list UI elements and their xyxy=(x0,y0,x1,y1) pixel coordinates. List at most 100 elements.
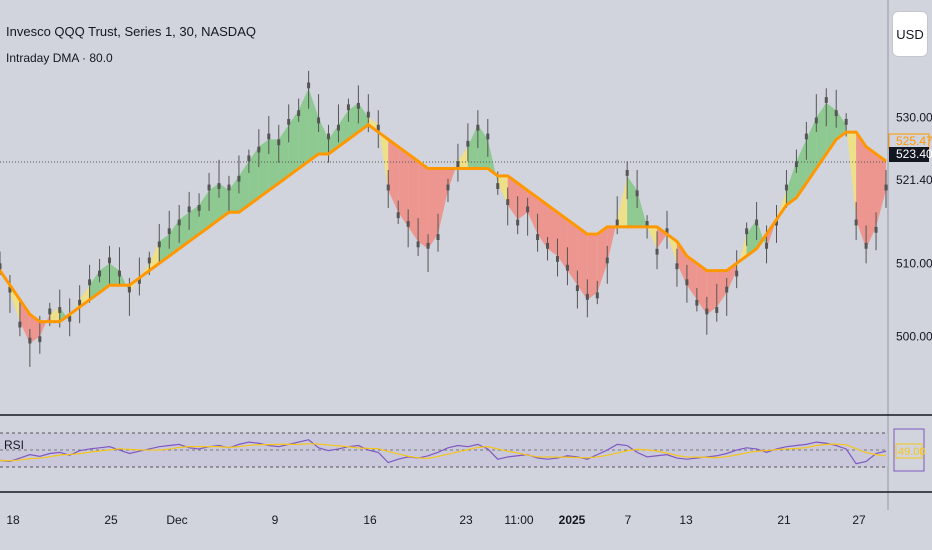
dma-fill-segment xyxy=(129,277,140,293)
dma-fill-segment xyxy=(856,132,867,249)
dma-fill-segment xyxy=(49,307,60,322)
rsi-ma-line xyxy=(0,443,887,462)
candle-body xyxy=(68,315,72,322)
candle-body xyxy=(824,97,828,103)
candle-body xyxy=(466,140,470,147)
candle-body xyxy=(78,299,82,306)
candle-body xyxy=(127,286,131,293)
dma-fill-layer xyxy=(0,88,886,344)
time-tick-label: 13 xyxy=(679,513,693,527)
candle-body xyxy=(18,321,22,328)
dma-fill-segment xyxy=(637,190,648,227)
dma-fill-segment xyxy=(816,102,827,169)
dma-fill-segment xyxy=(298,88,309,169)
candle-body xyxy=(0,263,2,270)
currency-button[interactable]: USD xyxy=(893,12,927,56)
candle-body xyxy=(834,110,838,117)
candle-body xyxy=(416,241,420,248)
candle-body xyxy=(695,299,699,306)
price-tick-label: 521.40 xyxy=(896,173,932,187)
dma-fill-segment xyxy=(517,183,528,220)
dma-fill-segment xyxy=(228,175,239,213)
candle-body xyxy=(864,242,868,249)
candle-body xyxy=(117,270,121,277)
dma-fill-segment xyxy=(19,299,30,344)
candle-body xyxy=(287,118,291,125)
time-tick-label: 11:00 xyxy=(504,513,533,527)
dma-fill-segment xyxy=(507,175,518,220)
dma-fill-segment xyxy=(109,263,120,286)
dma-fill-segment xyxy=(238,161,249,213)
candle-body xyxy=(327,133,331,140)
dma-price-tag: 525.47 xyxy=(896,134,932,148)
candle-body xyxy=(48,308,52,315)
candle-body xyxy=(456,161,460,168)
dma-fill-segment xyxy=(537,197,548,249)
price-tick-label: 500.00 xyxy=(896,329,932,343)
dma-fill-segment xyxy=(567,219,578,286)
candle-body xyxy=(884,184,888,191)
dma-fill-segment xyxy=(736,234,747,271)
dma-fill-segment xyxy=(438,168,448,235)
candle-body xyxy=(207,184,211,191)
time-tick-label: 7 xyxy=(625,513,632,527)
time-tick-label: 18 xyxy=(6,513,20,527)
candle-body xyxy=(307,82,311,89)
rsi-label[interactable]: RSI xyxy=(4,438,25,452)
last-price-tag-bg xyxy=(889,147,929,162)
candle-body xyxy=(267,133,271,140)
candle-body xyxy=(476,124,480,131)
candle-body xyxy=(336,124,340,131)
dma-fill-segment xyxy=(467,124,478,169)
candle-body xyxy=(874,226,878,233)
candle-body xyxy=(8,286,12,293)
time-tick-label: 27 xyxy=(852,513,866,527)
time-tick-label: 16 xyxy=(363,513,377,527)
price-tick-label: 510.00 xyxy=(896,256,932,270)
dma-fill-segment xyxy=(746,219,757,257)
candle-body xyxy=(516,219,520,226)
dma-fill-segment xyxy=(527,190,538,235)
dma-layer xyxy=(0,122,887,324)
dma-fill-segment xyxy=(219,183,229,220)
dma-fill-segment xyxy=(418,161,429,249)
candle-body xyxy=(346,104,350,111)
candle-body xyxy=(366,111,370,118)
candle-body xyxy=(635,190,639,197)
dma-fill-segment xyxy=(278,124,289,184)
candle-body xyxy=(585,293,589,300)
candle-body xyxy=(197,205,201,211)
dma-fill-segment xyxy=(796,139,807,198)
candle-body xyxy=(675,263,679,270)
candle-body xyxy=(147,257,151,264)
symbol-title[interactable]: Invesco QQQ Trust, Series 1, 30, NASDAQ xyxy=(6,24,256,39)
candle-body xyxy=(735,270,739,277)
candle-body xyxy=(446,184,450,191)
dma-fill-segment xyxy=(338,110,349,147)
dma-fill-segment xyxy=(477,124,488,169)
candle-body xyxy=(645,221,649,227)
price-axis: 530.00 521.40 510.00 500.00 xyxy=(896,111,932,344)
candle-body xyxy=(237,175,241,182)
dma-fill-segment xyxy=(388,139,399,213)
dma-fill-segment xyxy=(497,175,508,205)
dma-fill-segment xyxy=(79,285,90,308)
candle-body xyxy=(137,277,141,284)
dma-fill-segment xyxy=(248,146,259,205)
candle-body xyxy=(167,228,171,235)
dma-fill-segment xyxy=(119,270,130,293)
dma-fill-segment xyxy=(408,153,419,242)
time-axis: 18 25 Dec 9 16 23 11:00 2025 7 13 21 27 xyxy=(6,513,866,527)
candle-body xyxy=(804,133,808,140)
candle-body xyxy=(376,124,380,131)
indicator-title[interactable]: Intraday DMA · 80.0 xyxy=(6,51,113,65)
last-price-tag: 523.40 xyxy=(896,147,932,161)
dma-fill-segment xyxy=(9,285,20,322)
candle-body xyxy=(844,118,848,125)
candle-body xyxy=(98,270,102,277)
time-tick-label: 23 xyxy=(459,513,473,527)
dma-fill-segment xyxy=(209,183,220,227)
dma-fill-segment xyxy=(457,146,468,169)
dma-fill-segment xyxy=(696,263,707,315)
